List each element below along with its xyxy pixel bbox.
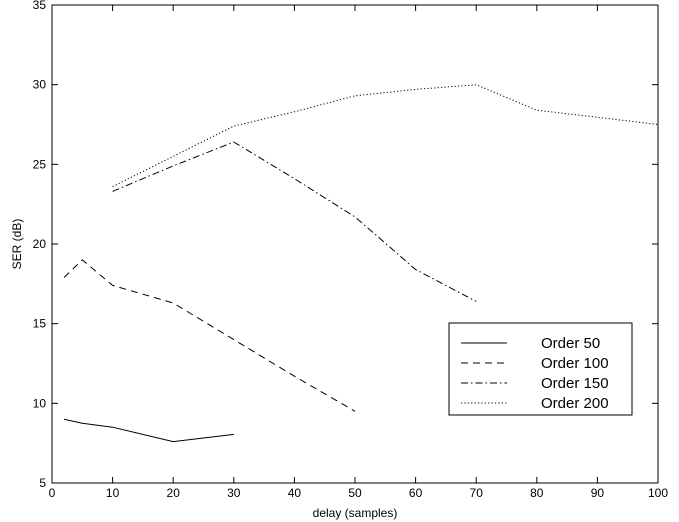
x-tick-label: 20 (167, 486, 181, 500)
legend: Order 50 Order 100 Order 150 Order 200 (448, 322, 633, 416)
axis-ticks: 0 10 20 30 40 50 60 70 80 90 100 5 10 15 20 25 30 35 (33, 0, 669, 500)
y-tick-label: 10 (33, 396, 47, 410)
legend-entry-label: Order 150 (541, 375, 609, 392)
y-tick-label: 35 (33, 0, 47, 12)
y-tick-label: 5 (39, 476, 46, 490)
legend-entry-label: Order 50 (541, 335, 600, 352)
y-tick-label: 20 (33, 237, 47, 251)
series-line-order-50 (63, 418, 234, 443)
x-axis-label: delay (samples) (313, 506, 398, 520)
series-lines (63, 84, 659, 443)
series-line-order-100 (63, 259, 356, 412)
y-tick-label: 15 (33, 317, 47, 331)
x-tick-label: 40 (288, 486, 302, 500)
x-tick-label: 0 (49, 486, 56, 500)
x-tick-label: 80 (530, 486, 544, 500)
legend-box (448, 322, 633, 416)
y-axis-label: SER (dB) (10, 219, 24, 270)
x-tick-label: 90 (591, 486, 605, 500)
legend-entry-label: Order 200 (541, 395, 609, 412)
series-line-order-150 (112, 141, 477, 302)
legend-entry-label: Order 100 (541, 355, 609, 372)
x-tick-label: 30 (227, 486, 241, 500)
y-tick-label: 25 (33, 157, 47, 171)
x-tick-label: 60 (409, 486, 423, 500)
x-tick-label: 100 (648, 486, 668, 500)
x-tick-label: 70 (470, 486, 484, 500)
x-tick-label: 50 (348, 486, 362, 500)
x-tick-label: 10 (106, 486, 120, 500)
y-tick-label: 30 (33, 78, 47, 92)
